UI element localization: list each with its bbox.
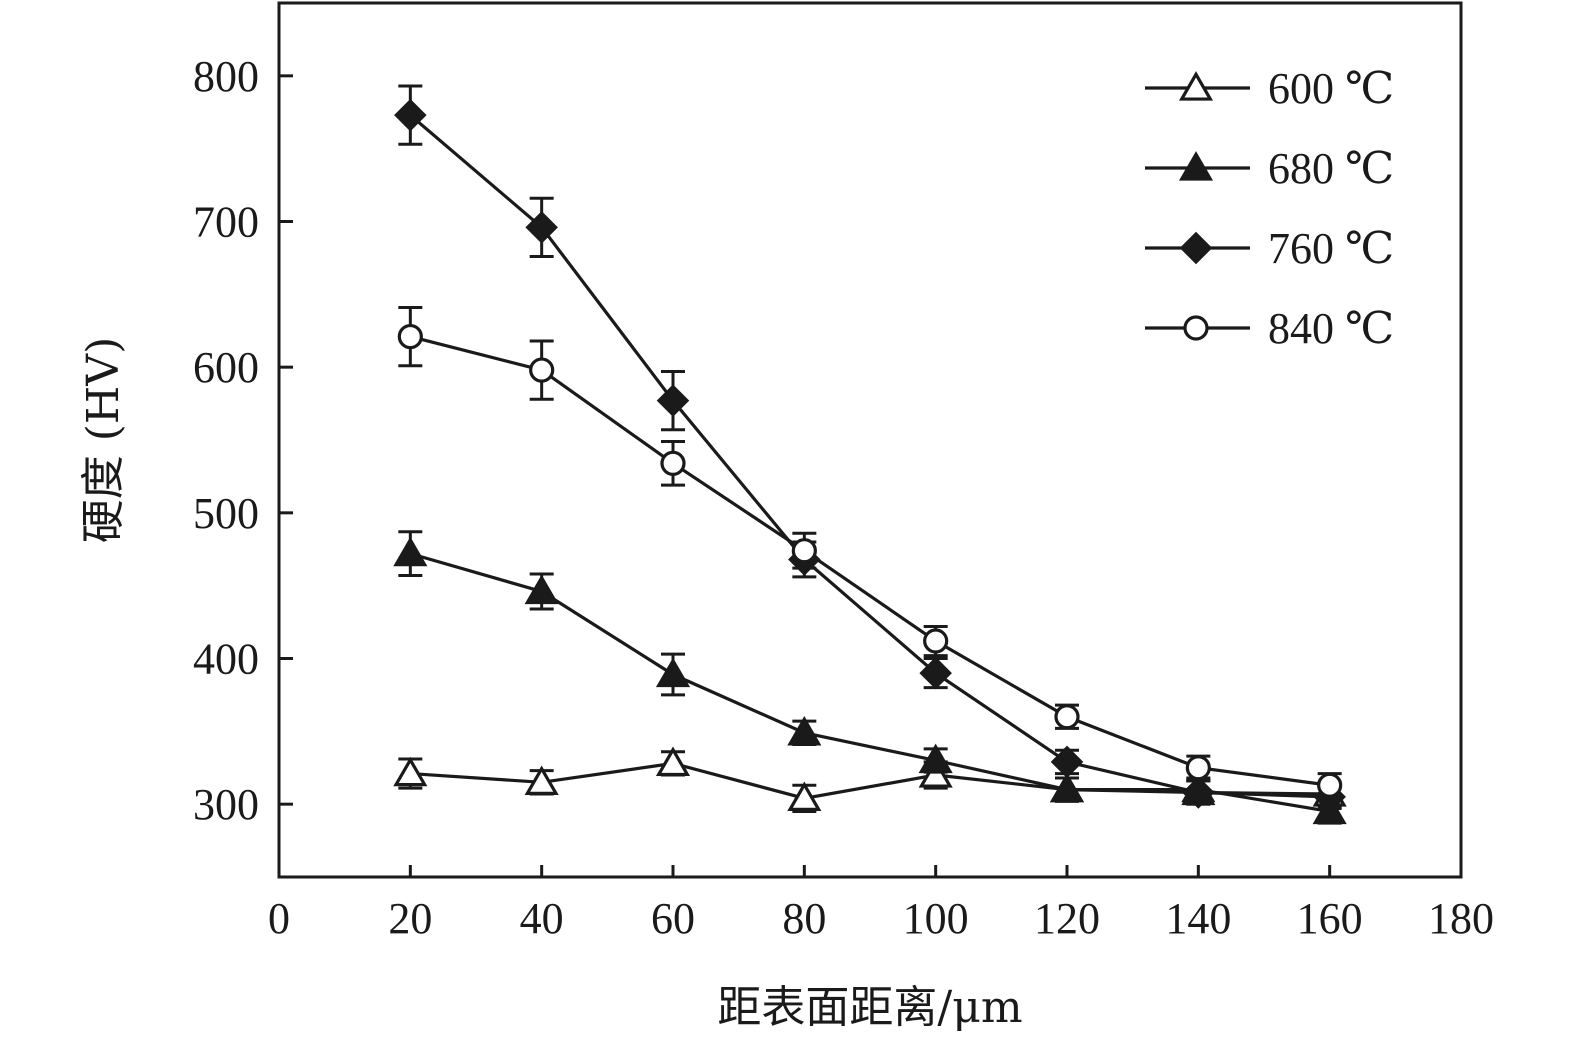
y-tick-label: 400 — [193, 635, 259, 684]
series-line — [409, 552, 1330, 814]
data-point — [787, 715, 822, 746]
data-point — [524, 765, 559, 795]
data-point — [656, 384, 690, 417]
data-point — [397, 323, 423, 350]
data-point — [1185, 755, 1211, 781]
data-point — [394, 98, 427, 132]
x-tick-label: 80 — [782, 894, 826, 943]
legend: 600 ℃ 680 ℃ 760 ℃ 840 ℃ — [1145, 64, 1394, 353]
legend-item: 680 ℃ — [1145, 144, 1394, 193]
legend-label: 760 ℃ — [1268, 224, 1394, 273]
data-point — [1317, 772, 1343, 798]
legend-marker — [1178, 71, 1214, 101]
series-3 — [397, 305, 1343, 799]
data-point — [1054, 704, 1080, 730]
x-tick-label: 120 — [1034, 894, 1100, 943]
legend-label: 600 ℃ — [1268, 64, 1394, 113]
legend-marker — [1178, 151, 1214, 181]
x-tick-label: 40 — [520, 894, 564, 943]
legend-item: 840 ℃ — [1145, 304, 1394, 353]
plot-frame — [277, 1, 1463, 879]
data-point — [791, 538, 817, 564]
x-axis: 0 20 40 60 80 100 120 140 160 180 — [268, 865, 1494, 943]
series-line — [409, 335, 1330, 787]
series-line — [409, 113, 1330, 799]
y-axis: 300 400 500 600 700 800 — [193, 52, 293, 829]
series-layer — [393, 84, 1347, 825]
legend-marker — [1179, 231, 1213, 265]
y-axis-title: 硬度 (HV) — [78, 337, 129, 543]
y-tick-label: 600 — [193, 343, 259, 392]
data-point — [918, 758, 953, 788]
data-point — [1050, 745, 1084, 779]
legend-label: 840 ℃ — [1268, 304, 1394, 353]
data-point — [529, 357, 555, 383]
data-point — [393, 536, 428, 567]
y-tick-label: 700 — [193, 198, 259, 247]
legend-item: 760 ℃ — [1145, 224, 1394, 273]
legend-label: 680 ℃ — [1268, 144, 1394, 193]
x-tick-label: 60 — [651, 894, 695, 943]
series-2 — [394, 84, 1346, 814]
x-tick-label: 20 — [388, 894, 432, 943]
data-point — [525, 211, 558, 244]
data-point — [919, 656, 952, 690]
data-point — [1049, 772, 1085, 803]
series-line — [410, 761, 1330, 800]
y-tick-label: 500 — [193, 489, 259, 538]
data-point — [787, 781, 822, 811]
x-tick-label: 100 — [903, 894, 969, 943]
data-point — [655, 746, 691, 777]
data-point — [923, 628, 949, 654]
data-point — [524, 574, 559, 605]
legend-marker — [1183, 315, 1209, 341]
legend-item: 600 ℃ — [1145, 64, 1394, 113]
data-point — [655, 657, 691, 688]
x-axis-title: 距表面距离/μm — [717, 982, 1022, 1033]
data-point — [660, 450, 686, 476]
y-tick-label: 300 — [193, 780, 259, 829]
x-tick-label: 140 — [1165, 894, 1231, 943]
x-tick-label: 180 — [1428, 894, 1494, 943]
x-tick-label: 0 — [268, 894, 290, 943]
data-point — [918, 743, 953, 774]
x-tick-label: 160 — [1297, 894, 1363, 943]
data-point — [1182, 776, 1215, 809]
y-tick-label: 800 — [193, 52, 259, 101]
data-point — [393, 756, 428, 787]
